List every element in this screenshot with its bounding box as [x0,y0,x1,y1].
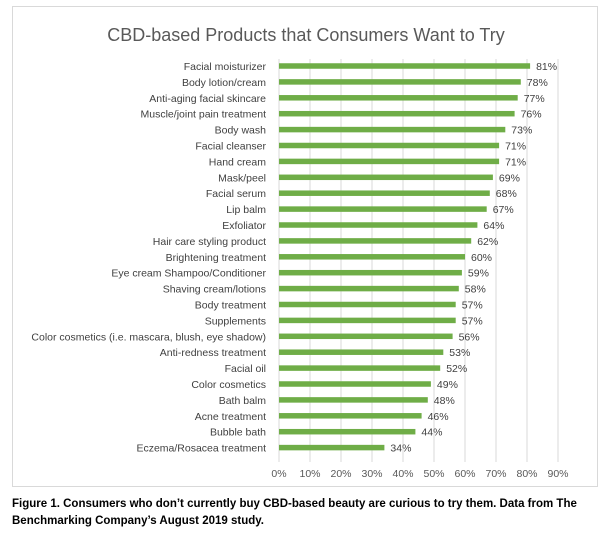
data-label: 62% [477,236,498,248]
category-label: Muscle/joint pain treatment [141,109,267,121]
category-label: Hair care styling product [153,236,266,248]
x-tick-label: 90% [547,468,568,480]
data-label: 71% [505,156,526,168]
bar [279,174,493,181]
chart-svg: CBD-based Products that Consumers Want t… [31,25,568,480]
category-label: Eye cream Shampoo/Conditioner [111,268,266,280]
chart-frame: CBD-based Products that Consumers Want t… [12,6,598,487]
x-tick-label: 30% [361,468,382,480]
x-tick-label: 10% [299,468,320,480]
data-label: 59% [468,268,489,280]
category-label: Lip balm [226,204,266,216]
x-tick-label: 60% [454,468,475,480]
x-tick-label: 20% [330,468,351,480]
category-label: Supplements [205,315,266,327]
gridlines [278,59,559,462]
category-label: Facial cleanser [195,141,266,153]
category-label: Color cosmetics (i.e. mascara, blush, ey… [31,331,266,343]
figure-caption: Figure 1. Consumers who don’t currently … [12,498,577,527]
category-label: Shaving cream/lotions [163,284,266,296]
category-label: Body treatment [195,300,266,312]
data-label: 69% [499,172,520,184]
data-label: 44% [421,427,442,439]
bar [279,413,422,419]
x-tick-label: 0% [271,468,286,480]
category-label: Brightening treatment [166,252,266,264]
x-tick-labels: 0% 10% 20% 30% 40% 50% 60% 70% 80% 90% [271,468,568,480]
data-label: 34% [390,443,411,455]
x-tick-label: 40% [392,468,413,480]
data-label: 57% [462,300,483,312]
data-label: 73% [511,125,532,137]
bar [279,397,428,403]
bar [279,269,462,276]
x-tick-label: 50% [423,468,444,480]
category-label: Body wash [215,125,267,137]
bar [279,317,456,324]
data-label: 58% [465,284,486,296]
data-label: 56% [459,331,480,343]
bar [279,349,444,355]
data-label: 78% [527,77,548,89]
value-labels: 81% 78% 77% 76% 73% 71% 71% 69% 68% 67% 64% 62% 60% 5… [390,61,557,455]
data-label: 57% [462,315,483,327]
category-labels: Facial moisturizer Body lotion/cream Anti-… [31,61,266,455]
category-label: Facial serum [206,188,266,200]
data-label: 71% [505,141,526,153]
data-label: 48% [434,395,455,407]
bar [279,126,506,133]
bar [279,95,518,101]
data-label: 68% [496,188,517,200]
bar [279,365,441,371]
category-label: Bubble bath [210,427,266,439]
category-label: Mask/peel [218,172,266,184]
category-label: Anti-aging facial skincare [149,93,266,105]
bar [279,444,385,451]
data-label: 53% [449,347,470,359]
bar [279,381,431,387]
category-label: Facial oil [225,363,266,375]
category-label: Eczema/Rosacea treatment [136,443,266,455]
bar [279,110,515,117]
bar [279,142,500,149]
bar [279,206,487,212]
data-label: 77% [524,93,545,105]
bar [279,158,500,165]
data-label: 64% [483,220,504,232]
data-label: 67% [493,204,514,216]
category-label: Color cosmetics [191,379,266,391]
data-label: 52% [446,363,467,375]
bar [279,79,521,85]
data-label: 49% [437,379,458,391]
bar [279,285,459,292]
chart-title: CBD-based Products that Consumers Want t… [107,25,505,45]
category-label: Anti-redness treatment [160,347,266,359]
data-label: 81% [536,61,557,73]
bar [279,190,490,196]
data-label: 60% [471,252,492,264]
bar [279,428,416,435]
bars [279,63,531,451]
data-label: 76% [521,109,542,121]
bar [279,238,472,244]
bar [279,333,453,340]
bar [279,301,456,308]
bar [279,63,531,69]
bar [279,222,478,228]
category-label: Bath balm [219,395,267,407]
x-tick-label: 70% [485,468,506,480]
category-label: Body lotion/cream [182,77,266,89]
category-label: Hand cream [209,156,266,168]
category-label: Facial moisturizer [184,61,267,73]
category-label: Exfoliator [222,220,266,232]
data-label: 46% [428,411,449,423]
x-tick-label: 80% [516,468,537,480]
bar [279,254,465,260]
category-label: Acne treatment [195,411,266,423]
